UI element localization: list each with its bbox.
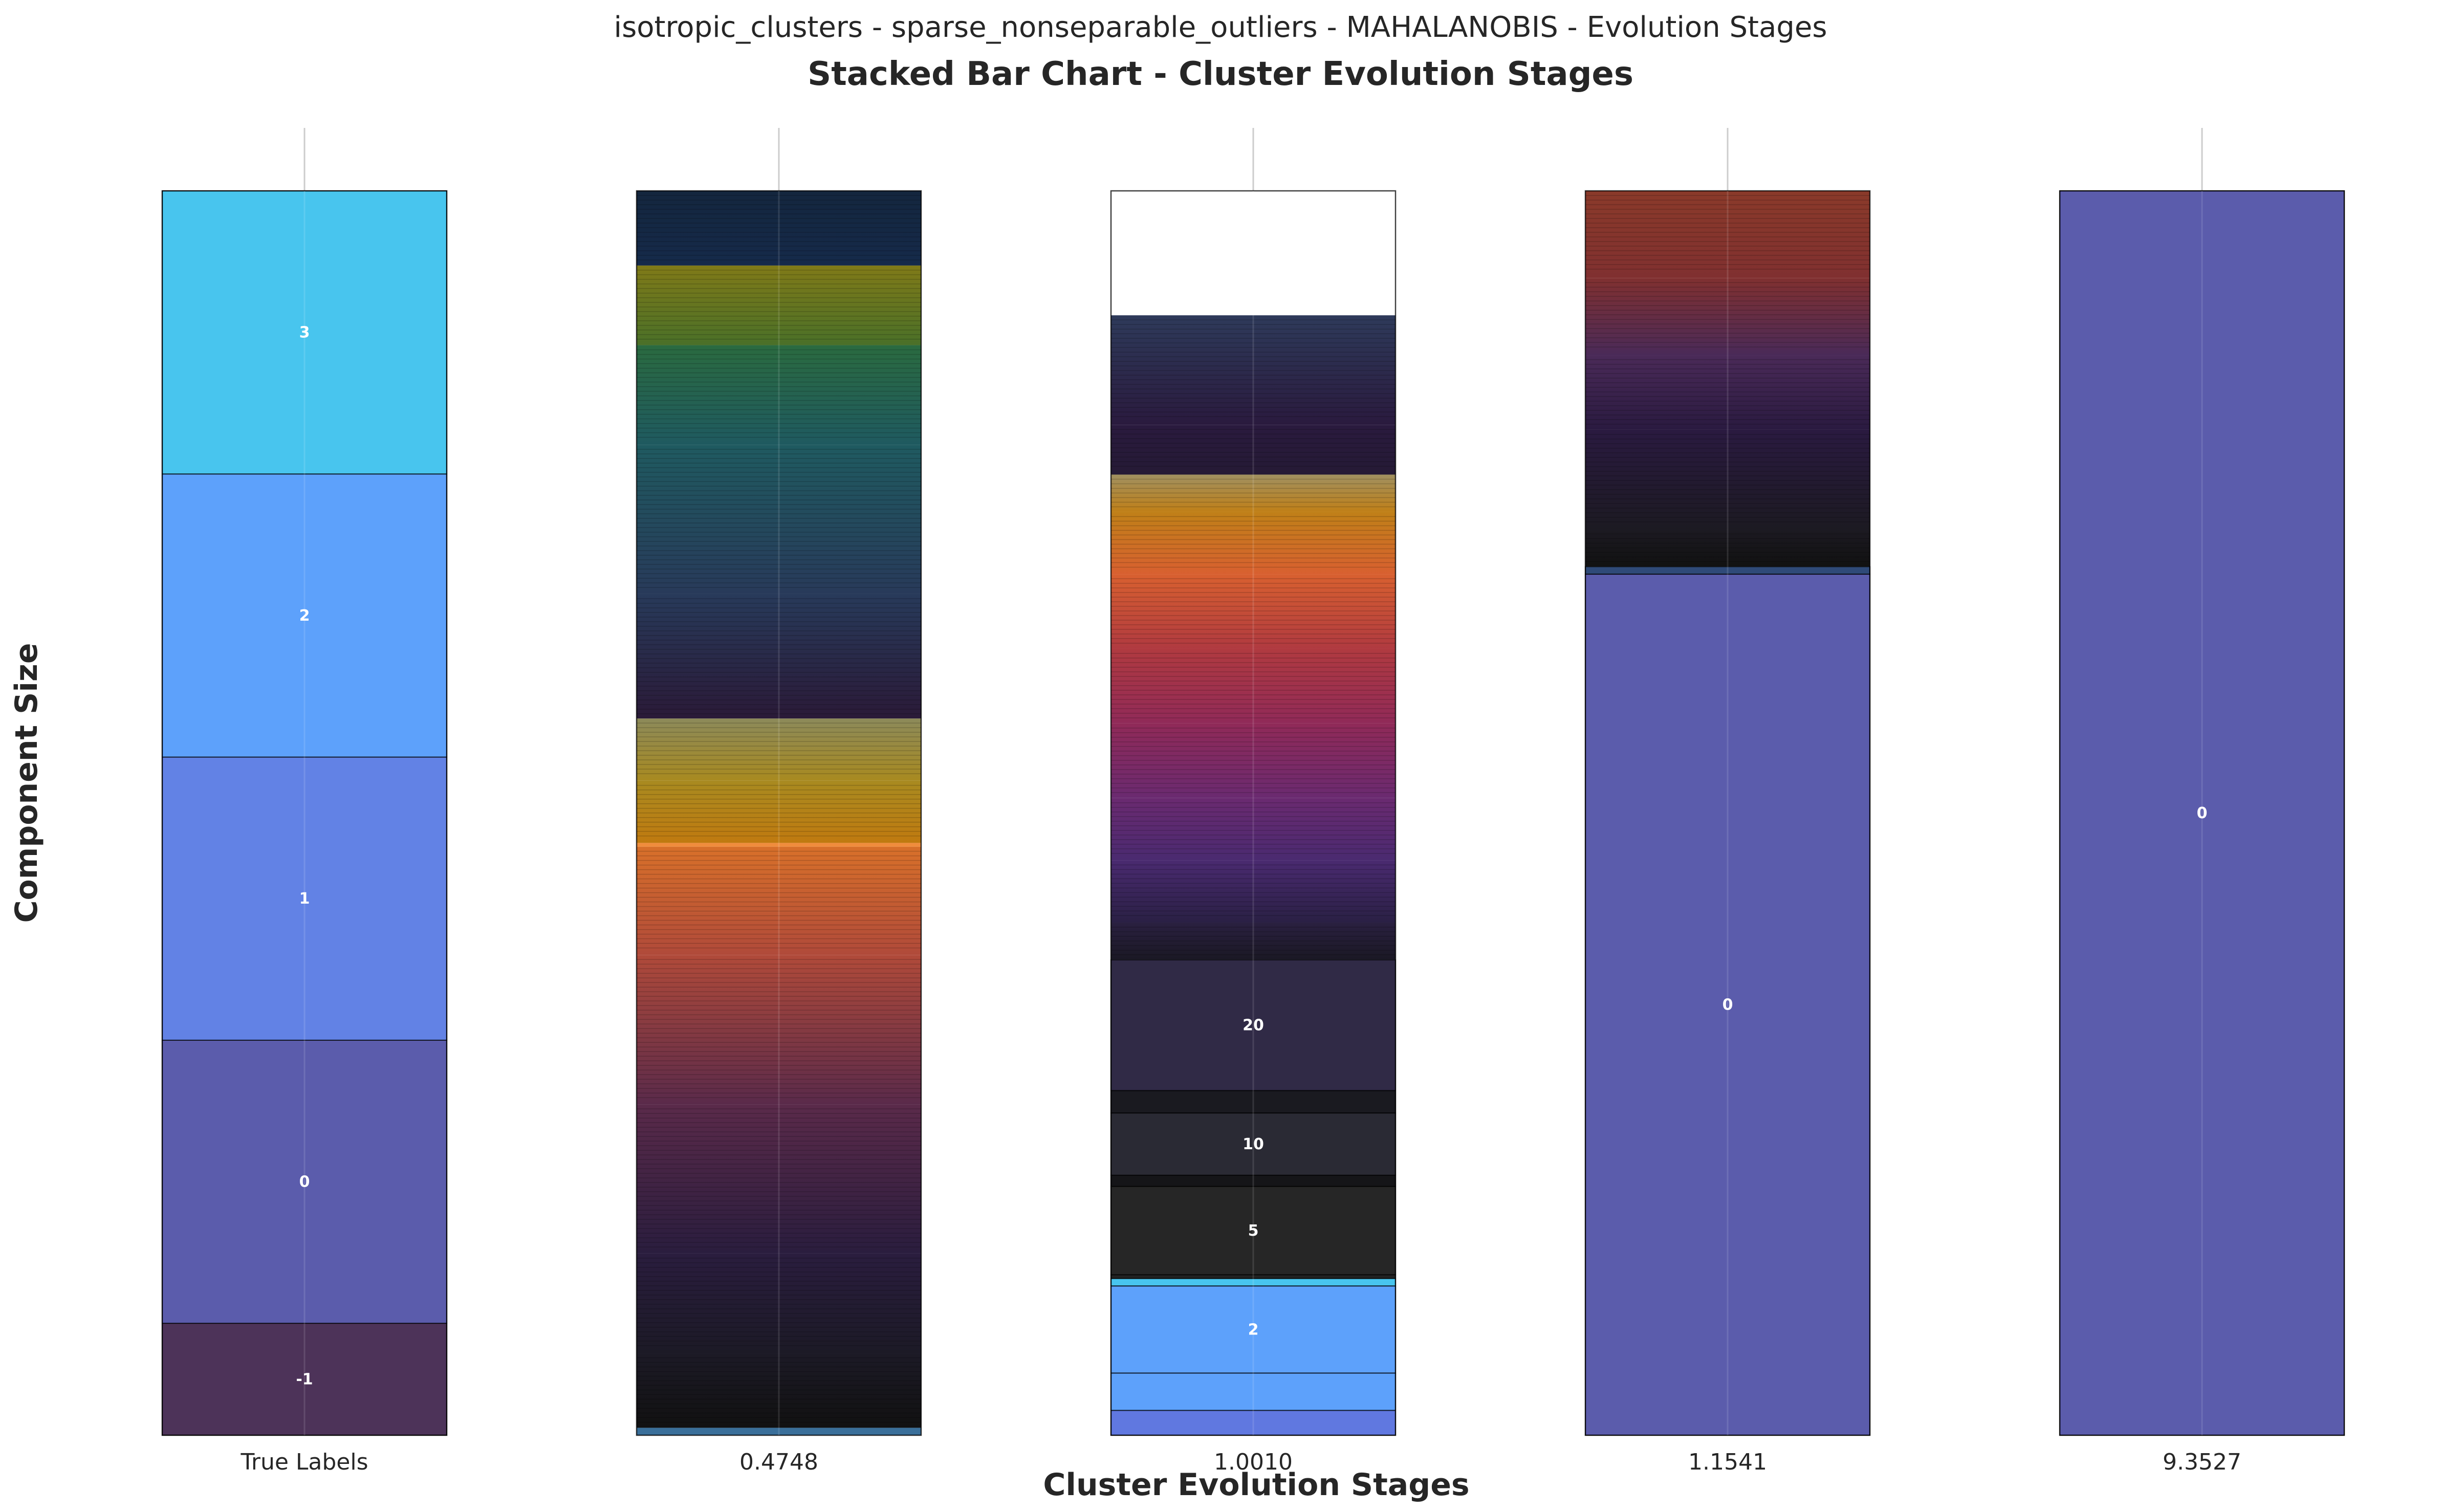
x-axis-label: Cluster Evolution Stages: [1043, 1467, 1469, 1503]
bar-segment: [162, 756, 447, 1041]
x-tick-label: 9.3527: [2163, 1449, 2241, 1475]
bar-gradient-band: [637, 1353, 921, 1428]
chart-suptitle: isotropic_clusters - sparse_nonseparable…: [614, 11, 1827, 44]
bar-gradient-band: [637, 1253, 921, 1353]
bar-gradient-band: [637, 955, 921, 1105]
segment-label: 0: [299, 1173, 310, 1191]
bar-0: -1 0 1 2 3: [161, 190, 448, 1436]
bar-segment: [1110, 1410, 1396, 1436]
bar-gradient-band: [637, 846, 921, 955]
bar-gradient-band: [637, 191, 921, 266]
bar-gradient-band: [1111, 648, 1396, 724]
bar-gradient-band: [637, 1104, 921, 1254]
bar-outline: [636, 190, 922, 1436]
segment-label: 5: [1248, 1222, 1259, 1240]
vertical-gridlines: [303, 128, 2203, 191]
segment-label: 10: [1243, 1135, 1264, 1153]
bar-gradient-band: [1585, 355, 1870, 430]
bar-gradient-band: [1111, 860, 1396, 923]
segment-label: -1: [296, 1371, 313, 1389]
bar-segment: [1110, 1285, 1396, 1374]
segment-label: 0: [1723, 996, 1733, 1014]
bar-gradient-band: [1111, 798, 1396, 861]
segment-label: 2: [299, 607, 310, 625]
bar-gradient-band: [1585, 191, 1870, 278]
y-axis-label: Component Size: [9, 643, 45, 923]
segment-label: 2: [1248, 1321, 1259, 1339]
chart-title: Stacked Bar Chart - Cluster Evolution St…: [808, 55, 1633, 93]
bar-2: 2 5 10 20: [1110, 190, 1397, 1436]
bar-gradient-band: [637, 718, 921, 781]
bar-outline: [1584, 190, 1871, 1436]
bar-gradient-band: [637, 445, 921, 594]
bar-outline: [161, 190, 448, 1436]
bar-segment: [162, 473, 447, 758]
bar-segment: [162, 1323, 447, 1436]
bar-gradient-band: [1111, 512, 1396, 575]
bar-gradient-band: [637, 1428, 921, 1435]
bar-segment: [1110, 959, 1396, 1091]
bar-gradient-band: [637, 345, 921, 445]
bar-gradient-band: [1585, 529, 1870, 567]
bar-gradient-band: [1111, 474, 1396, 512]
bar-gradient-band: [1111, 723, 1396, 798]
bar-segment: [1585, 574, 1870, 1436]
bars: -1 0 1 2 3 2 5 10 20 0 0: [161, 190, 2345, 1436]
bar-gradient-band: [637, 780, 921, 843]
x-tick-label: True Labels: [240, 1449, 368, 1475]
bar-gradient-band: [1111, 315, 1396, 425]
bar-outline: [1110, 190, 1397, 1436]
bar-segment: [162, 190, 447, 475]
bar-gradient-band: [637, 843, 921, 847]
bar-outline: [2059, 190, 2345, 1436]
x-tick-label: 1.0010: [1214, 1449, 1293, 1475]
segment-label: 0: [2197, 804, 2208, 822]
segment-label: 1: [299, 890, 310, 908]
bar-3: 0: [1584, 190, 1871, 1436]
x-tick-labels: True Labels 0.4748 1.0010 1.1541 9.3527: [240, 1449, 2241, 1475]
bar-gradient-band: [637, 594, 921, 719]
bar-gradient-band: [1111, 425, 1396, 475]
segment-label: 3: [299, 324, 310, 342]
bar-segment: [162, 1039, 447, 1324]
bar-gradient-band: [637, 265, 921, 345]
bar-segment: [2059, 190, 2345, 1436]
bar-1: [636, 190, 922, 1436]
bar-gradient-band: [1111, 574, 1396, 649]
bar-gradient-band: [1585, 429, 1870, 530]
x-tick-label: 0.4748: [739, 1449, 818, 1475]
bar-4: 0: [2059, 190, 2345, 1436]
x-tick-label: 1.1541: [1688, 1449, 1767, 1475]
bar-gradient-band: [1111, 923, 1396, 960]
bar-gradient-band: [1585, 278, 1870, 356]
segment-label: 20: [1243, 1017, 1264, 1035]
